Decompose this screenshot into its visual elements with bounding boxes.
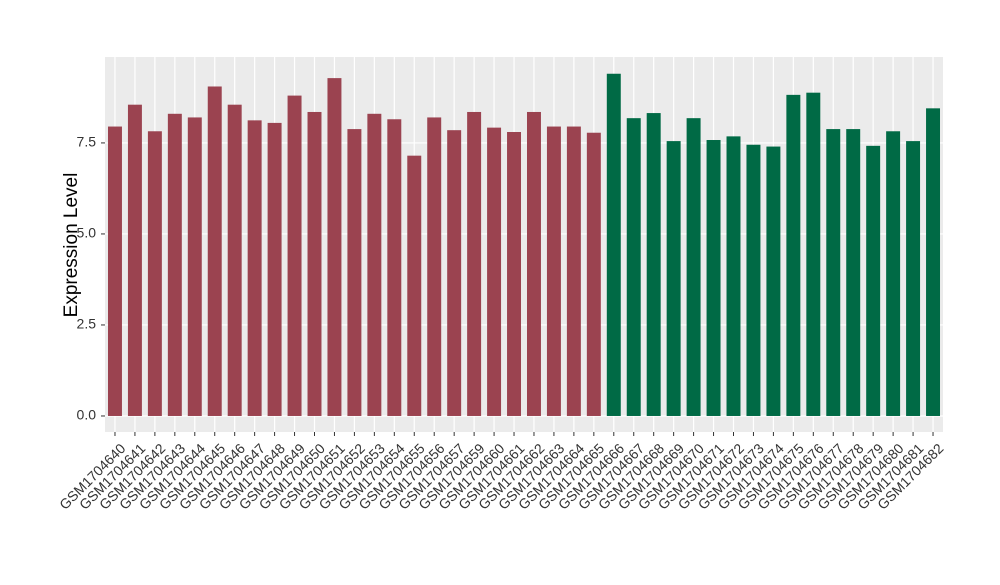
bar bbox=[107, 126, 122, 416]
bar bbox=[586, 132, 601, 416]
bar bbox=[127, 104, 142, 416]
bar bbox=[566, 126, 581, 416]
bar bbox=[287, 95, 302, 416]
panel bbox=[105, 57, 943, 432]
bar bbox=[926, 108, 941, 416]
bar bbox=[726, 136, 741, 416]
bar bbox=[626, 118, 641, 416]
bar bbox=[766, 146, 781, 416]
bar bbox=[906, 141, 921, 416]
bar bbox=[427, 117, 442, 416]
bar bbox=[227, 104, 242, 416]
y-tick-label: 2.5 bbox=[77, 316, 97, 332]
bar bbox=[487, 127, 502, 416]
bar bbox=[247, 120, 262, 416]
bar bbox=[686, 118, 701, 416]
bar bbox=[467, 111, 482, 416]
bar bbox=[307, 111, 322, 416]
bar bbox=[786, 94, 801, 416]
bar bbox=[147, 131, 162, 416]
bar bbox=[347, 129, 362, 416]
bar bbox=[706, 140, 721, 416]
bar bbox=[387, 119, 402, 416]
y-tick-label: 0.0 bbox=[77, 407, 97, 423]
bar bbox=[666, 141, 681, 416]
bar bbox=[447, 130, 462, 416]
y-tick-label: 5.0 bbox=[77, 225, 97, 241]
bar bbox=[746, 144, 761, 416]
y-tick-label: 7.5 bbox=[77, 134, 97, 150]
y-axis-title: Expression Level bbox=[61, 173, 82, 318]
bar bbox=[526, 111, 541, 416]
bar bbox=[267, 122, 282, 416]
bar bbox=[846, 129, 861, 416]
bar bbox=[207, 86, 222, 416]
bar bbox=[866, 145, 881, 416]
bar bbox=[167, 113, 182, 416]
bar bbox=[646, 113, 661, 416]
bar bbox=[507, 132, 522, 416]
bar bbox=[546, 126, 561, 416]
bar bbox=[806, 92, 821, 416]
bar bbox=[606, 73, 621, 416]
bar bbox=[327, 78, 342, 416]
bar bbox=[826, 129, 841, 416]
bar bbox=[886, 131, 901, 416]
bar bbox=[187, 117, 202, 416]
bar bbox=[367, 113, 382, 416]
bar bbox=[407, 155, 422, 416]
